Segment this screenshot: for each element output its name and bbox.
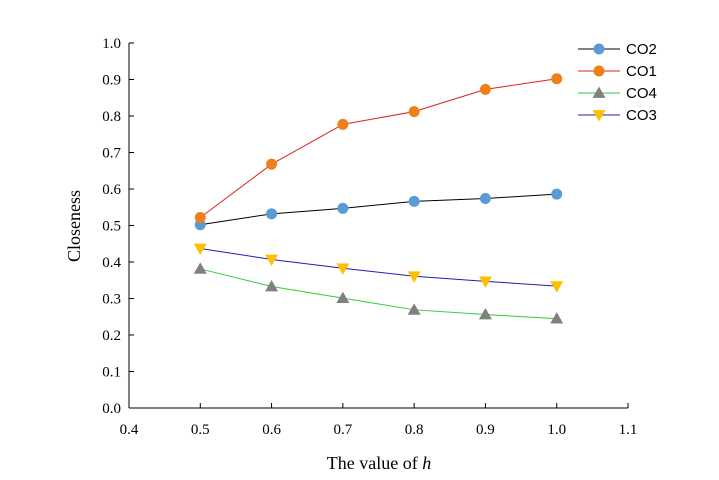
x-axis-title: The value of h	[327, 453, 431, 473]
data-point	[265, 254, 279, 266]
x-tick-label: 0.6	[262, 422, 281, 438]
data-point	[407, 303, 421, 315]
y-tick-label: 0.3	[102, 292, 121, 308]
legend-item-co4: CO4	[578, 85, 657, 102]
x-axis-title-text: The value of	[327, 453, 422, 473]
y-tick-label: 0.0	[102, 401, 121, 417]
legend-marker	[593, 65, 605, 77]
data-point	[407, 271, 421, 283]
series-line	[200, 193, 557, 226]
legend-label: CO3	[626, 107, 657, 124]
x-axis-title-variable: h	[422, 453, 431, 473]
y-tick-label: 0.4	[102, 255, 121, 271]
series-line	[200, 268, 557, 320]
y-tick-label: 0.1	[102, 365, 121, 381]
data-point	[336, 291, 350, 304]
legend-label: CO4	[626, 85, 657, 102]
data-point	[551, 188, 563, 200]
y-tick-label: 0.5	[102, 219, 121, 235]
data-point	[194, 211, 206, 223]
data-point	[550, 281, 564, 293]
axes	[128, 42, 629, 409]
series-co2	[194, 188, 563, 231]
data-point	[551, 73, 563, 85]
series-line	[199, 78, 557, 218]
data-point	[336, 263, 350, 275]
y-tick-label: 0.6	[102, 182, 121, 198]
data-point	[408, 106, 420, 118]
x-tick-label: 1.0	[547, 422, 566, 438]
data-point	[478, 308, 492, 320]
data-point	[479, 192, 491, 204]
y-tick-label: 0.2	[102, 328, 121, 344]
data-point	[337, 118, 349, 130]
x-tick-label: 0.7	[333, 422, 352, 438]
data-point	[408, 195, 420, 207]
series-line	[200, 248, 557, 287]
x-tick-label: 0.5	[191, 422, 210, 438]
y-tick-label: 1.0	[102, 36, 121, 52]
legend-marker	[593, 43, 605, 55]
x-tick-label: 1.1	[619, 422, 638, 438]
legend-marker	[592, 110, 606, 122]
y-tick-label: 0.8	[102, 109, 121, 125]
legend-label: CO1	[626, 63, 657, 80]
data-point	[479, 83, 491, 95]
legend-item-co1: CO1	[578, 63, 657, 80]
x-tick-label: 0.8	[405, 422, 424, 438]
y-tick-label: 0.9	[102, 73, 121, 89]
legend-marker	[592, 86, 606, 98]
series-group	[193, 73, 564, 324]
legend-item-co2: CO2	[578, 41, 657, 58]
data-point	[478, 276, 492, 288]
data-point	[193, 243, 207, 255]
series-co3	[193, 243, 564, 293]
tick-labels: 0.4 0.5 0.6 0.7 0.8 0.9 1.0 1.1 0.0 0.1 0.2 0.3 0.4 0…	[102, 36, 637, 438]
legend: CO2 CO1 CO4 CO3	[578, 41, 657, 124]
legend-item-co3: CO3	[578, 107, 657, 124]
data-point	[193, 262, 207, 274]
y-axis-title: Closeness	[64, 190, 84, 262]
y-tick-label: 0.7	[102, 146, 121, 162]
data-point	[266, 158, 278, 170]
data-point	[550, 312, 564, 324]
x-tick-label: 0.4	[120, 422, 139, 438]
legend-label: CO2	[626, 41, 657, 58]
series-co4	[193, 262, 564, 324]
data-point	[337, 202, 349, 214]
series-co1	[194, 73, 563, 223]
data-point	[266, 208, 278, 220]
x-tick-label: 0.9	[476, 422, 495, 438]
data-point	[265, 279, 279, 292]
